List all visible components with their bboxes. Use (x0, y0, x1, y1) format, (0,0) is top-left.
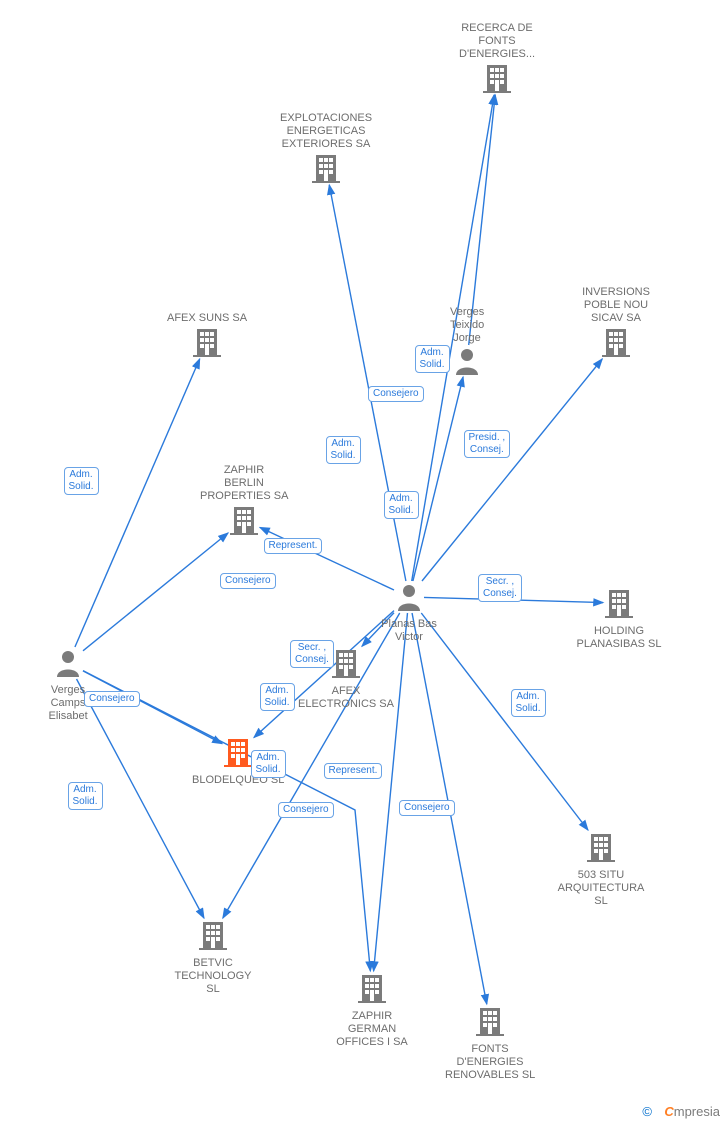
edge-label: Adm. Solid. (68, 782, 103, 810)
edge-label: Adm. Solid. (511, 689, 546, 717)
node-holding[interactable]: HOLDING PLANASIBAS SL (577, 588, 662, 651)
node-label: Verges Teixido Jorge (450, 306, 484, 345)
node-label: FONTS D'ENERGIES RENOVABLES SL (445, 1043, 535, 1082)
edge-label: Presid. , Consej. (464, 430, 511, 458)
building-icon (483, 80, 511, 97)
edge-label: Adm. Solid. (64, 467, 99, 495)
node-label: BETVIC TECHNOLOGY SL (175, 957, 252, 996)
building-icon (199, 937, 227, 954)
node-label: Planas Bas Victor (381, 618, 437, 644)
edge-verges_elisa-zaphir_berlin (83, 533, 228, 651)
building-icon (312, 170, 340, 187)
network-diagram: RECERCA DE FONTS D'ENERGIES... EXPLOTACI… (0, 0, 728, 1125)
edge-planas-inversions (422, 359, 602, 581)
edge-label: Consejero (399, 800, 455, 816)
building-icon (476, 1023, 504, 1040)
node-fonts[interactable]: FONTS D'ENERGIES RENOVABLES SL (445, 1006, 535, 1082)
node-planas[interactable]: Planas Bas Victor (381, 583, 437, 644)
watermark-logo: Cmpresia (664, 1104, 720, 1119)
person-icon (396, 598, 422, 615)
node-label: Verges Camps Elisabet (49, 684, 88, 723)
node-explot[interactable]: EXPLOTACIONES ENERGETICAS EXTERIORES SA (280, 112, 372, 188)
node-verges_elisa[interactable]: Verges Camps Elisabet (49, 649, 88, 723)
person-icon (55, 664, 81, 681)
node-label: 503 SITU ARQUITECTURA SL (558, 869, 645, 908)
building-icon (193, 344, 221, 361)
node-recerca[interactable]: RECERCA DE FONTS D'ENERGIES... (459, 22, 535, 98)
node-label: RECERCA DE FONTS D'ENERGIES... (459, 22, 535, 61)
building-icon (605, 605, 633, 622)
node-label: EXPLOTACIONES ENERGETICAS EXTERIORES SA (280, 112, 372, 151)
watermark-prefix: C (664, 1104, 673, 1119)
building-icon (230, 522, 258, 539)
edge-label: Consejero (278, 802, 334, 818)
edge-label: Represent. (264, 538, 323, 554)
edge-verges_elisa-afex_suns (75, 359, 200, 647)
node-label: INVERSIONS POBLE NOU SICAV SA (582, 286, 650, 325)
edge-label: Secr. , Consej. (478, 574, 522, 602)
node-label: AFEX SUNS SA (167, 312, 247, 325)
edge-planas-situ (421, 613, 588, 830)
node-inversions[interactable]: INVERSIONS POBLE NOU SICAV SA (582, 286, 650, 362)
building-icon (587, 849, 615, 866)
node-label: HOLDING PLANASIBAS SL (577, 625, 662, 651)
building-icon (224, 754, 252, 771)
node-label: ZAPHIR BERLIN PROPERTIES SA (200, 464, 288, 503)
node-afex_suns[interactable]: AFEX SUNS SA (167, 312, 247, 362)
edge-label: Adm. Solid. (384, 491, 419, 519)
node-zaphir_berlin[interactable]: ZAPHIR BERLIN PROPERTIES SA (200, 464, 288, 540)
node-label: ZAPHIR GERMAN OFFICES I SA (336, 1010, 408, 1049)
person-icon (454, 362, 480, 379)
edge-label: Represent. (324, 763, 383, 779)
edge-label: Consejero (84, 691, 140, 707)
edge-label: Consejero (368, 386, 424, 402)
edge-label: Adm. Solid. (415, 345, 450, 373)
watermark-text: mpresia (674, 1104, 720, 1119)
edge-label: Adm. Solid. (326, 436, 361, 464)
building-icon (602, 344, 630, 361)
node-betvic[interactable]: BETVIC TECHNOLOGY SL (175, 920, 252, 996)
node-situ[interactable]: 503 SITU ARQUITECTURA SL (558, 832, 645, 908)
node-verges_jorge[interactable]: Verges Teixido Jorge (450, 306, 484, 380)
edge-planas-verges_jorge (413, 377, 463, 581)
building-icon (332, 665, 360, 682)
copyright-symbol: © (642, 1104, 652, 1119)
edge-label: Adm. Solid. (260, 683, 295, 711)
edge-label: Consejero (220, 573, 276, 589)
edge-label: Secr. , Consej. (290, 640, 334, 668)
node-label: AFEX ELECTRONICS SA (298, 685, 394, 711)
node-zaphir_german[interactable]: ZAPHIR GERMAN OFFICES I SA (336, 973, 408, 1049)
building-icon (358, 990, 386, 1007)
edge-planas-explot (329, 185, 406, 581)
edge-label: Adm. Solid. (251, 750, 286, 778)
